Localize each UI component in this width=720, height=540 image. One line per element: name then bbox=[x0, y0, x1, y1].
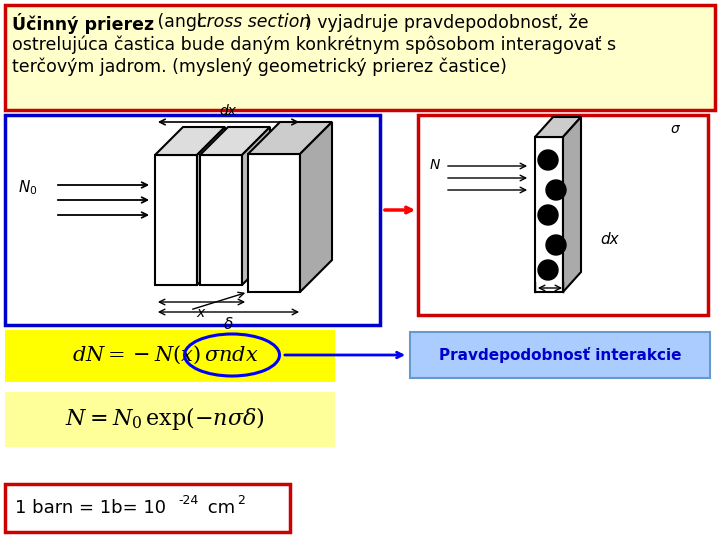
Text: Účinný prierez: Účinný prierez bbox=[12, 13, 154, 34]
Text: 2: 2 bbox=[237, 494, 245, 507]
Text: cm: cm bbox=[202, 499, 235, 517]
Text: dx: dx bbox=[600, 233, 618, 247]
Bar bbox=[5, 5, 715, 110]
Polygon shape bbox=[200, 155, 242, 285]
Text: N: N bbox=[430, 158, 441, 172]
Polygon shape bbox=[155, 127, 225, 155]
Polygon shape bbox=[155, 155, 197, 285]
Text: cross section: cross section bbox=[197, 13, 310, 31]
Text: -24: -24 bbox=[178, 494, 198, 507]
Text: $N = N_0\,\exp(-n\sigma\delta)$: $N = N_0\,\exp(-n\sigma\delta)$ bbox=[65, 406, 265, 433]
Text: terčovým jadrom. (myslený geometrický prierez častice): terčovým jadrom. (myslený geometrický pr… bbox=[12, 57, 507, 76]
Text: (angl.: (angl. bbox=[152, 13, 213, 31]
Polygon shape bbox=[563, 117, 581, 292]
Text: Pravdepodobnosť interakcie: Pravdepodobnosť interakcie bbox=[438, 347, 681, 363]
Polygon shape bbox=[242, 127, 270, 285]
Polygon shape bbox=[535, 117, 581, 137]
Bar bbox=[418, 115, 708, 315]
Text: x: x bbox=[196, 306, 204, 320]
Bar bbox=[5, 330, 335, 382]
Polygon shape bbox=[248, 122, 332, 154]
Circle shape bbox=[546, 235, 566, 255]
Bar bbox=[410, 332, 710, 378]
Circle shape bbox=[546, 180, 566, 200]
Text: ) vyjadruje pravdepodobnosť, že: ) vyjadruje pravdepodobnosť, že bbox=[305, 13, 589, 31]
Polygon shape bbox=[200, 127, 270, 155]
Circle shape bbox=[538, 205, 558, 225]
Text: ostrelujúca častica bude daným konkrétnym spôsobom interagovať s: ostrelujúca častica bude daným konkrétny… bbox=[12, 35, 616, 53]
Polygon shape bbox=[197, 127, 225, 285]
Polygon shape bbox=[248, 154, 300, 292]
Polygon shape bbox=[300, 122, 332, 292]
Text: dx: dx bbox=[220, 104, 236, 118]
Text: $\sigma$: $\sigma$ bbox=[670, 122, 682, 136]
Text: $N_0$: $N_0$ bbox=[18, 179, 37, 197]
Circle shape bbox=[538, 260, 558, 280]
Polygon shape bbox=[535, 137, 563, 292]
Bar bbox=[5, 484, 290, 532]
Bar bbox=[5, 115, 380, 325]
Bar bbox=[5, 392, 335, 447]
Text: 1 barn = 1b= 10: 1 barn = 1b= 10 bbox=[15, 499, 166, 517]
Text: $dN = -N(x)\,\sigma ndx$: $dN = -N(x)\,\sigma ndx$ bbox=[72, 344, 258, 366]
Text: $\delta$: $\delta$ bbox=[222, 316, 233, 332]
Circle shape bbox=[538, 150, 558, 170]
